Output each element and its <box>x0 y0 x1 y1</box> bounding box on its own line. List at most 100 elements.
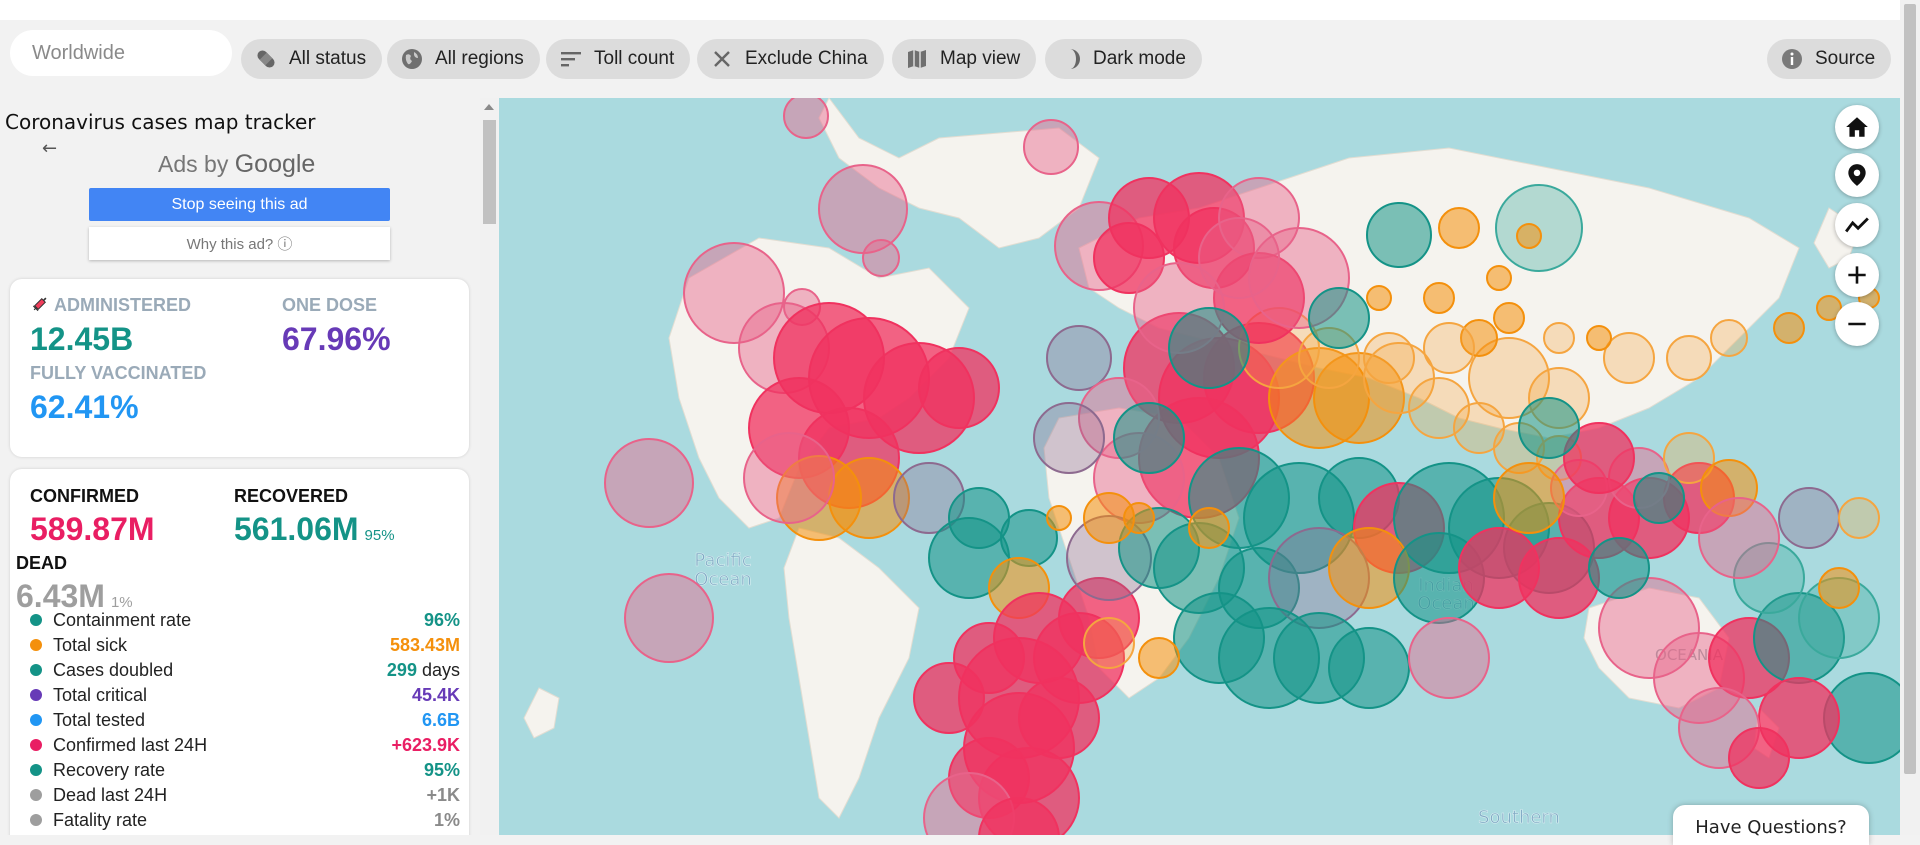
case-bubble[interactable] <box>1818 567 1860 609</box>
stat-row: Total tested 6.6B <box>30 709 460 731</box>
case-bubble[interactable] <box>1663 432 1715 484</box>
case-bubble[interactable] <box>1700 459 1758 517</box>
stat-unit: days <box>421 659 460 680</box>
stat-name: Containment rate <box>53 609 192 630</box>
case-bubble[interactable] <box>1563 422 1635 494</box>
case-bubble[interactable] <box>1083 617 1135 669</box>
case-bubble[interactable] <box>1588 537 1650 599</box>
case-bubble[interactable] <box>818 164 908 254</box>
case-bubble[interactable] <box>1308 287 1370 349</box>
back-arrow-icon[interactable]: ← <box>42 138 58 159</box>
case-bubble[interactable] <box>1168 307 1250 389</box>
case-bubble[interactable] <box>1366 285 1392 311</box>
case-bubble[interactable] <box>918 347 1000 429</box>
case-bubble[interactable] <box>1586 325 1612 351</box>
case-bubble[interactable] <box>1423 322 1475 374</box>
case-bubble[interactable] <box>1123 502 1155 534</box>
stat-name: Confirmed last 24H <box>53 734 208 755</box>
oceania-label: OCEANIA <box>1655 646 1724 664</box>
zoom-out-button[interactable] <box>1835 302 1879 346</box>
locate-button[interactable] <box>1835 153 1879 197</box>
case-bubble[interactable] <box>624 573 714 663</box>
case-bubble[interactable] <box>1046 325 1112 391</box>
case-bubble[interactable] <box>1543 322 1575 354</box>
case-bubble[interactable] <box>1493 302 1525 334</box>
confirmed-label: CONFIRMED <box>30 486 139 506</box>
stat-name: Dead last 24H <box>53 784 168 805</box>
sidebar-scrollbar[interactable] <box>480 98 498 835</box>
case-bubble[interactable] <box>1518 397 1580 459</box>
case-bubble[interactable] <box>913 662 985 734</box>
half-moon-icon <box>1057 46 1083 72</box>
map-canvas[interactable]: Pacific Ocean Indian Ocean Southern OCEA… <box>499 98 1900 835</box>
ads-by-label: Ads by <box>158 151 229 177</box>
status-filter-label: All status <box>289 48 367 69</box>
case-bubble[interactable] <box>1188 507 1230 549</box>
exclude-china-chip[interactable]: Exclude China <box>697 39 884 79</box>
stat-name: Cases doubled <box>53 659 174 680</box>
case-bubble[interactable] <box>604 438 694 528</box>
case-bubble[interactable] <box>1773 312 1805 344</box>
case-bubble[interactable] <box>1018 677 1100 759</box>
case-bubble[interactable] <box>1493 462 1565 534</box>
case-bubble[interactable] <box>1710 319 1748 357</box>
administered-label: ADMINISTERED <box>54 295 192 315</box>
case-bubble[interactable] <box>978 797 1060 835</box>
case-bubble[interactable] <box>1138 637 1180 679</box>
scrollbar-thumb[interactable] <box>483 120 496 224</box>
case-bubble[interactable] <box>783 98 829 139</box>
stat-value: 1% <box>433 809 460 830</box>
stat-value: 299 days <box>386 659 460 680</box>
case-bubble[interactable] <box>1046 505 1072 531</box>
vaccination-card: ADMINISTERED 12.45B ONE DOSE 67.96% FULL… <box>10 279 469 457</box>
case-bubble[interactable] <box>1603 332 1655 384</box>
case-bubble[interactable] <box>1328 627 1410 709</box>
map-view-chip[interactable]: Map view <box>892 39 1037 79</box>
case-bubble[interactable] <box>1486 265 1512 291</box>
case-bubble[interactable] <box>1633 472 1685 524</box>
search-input[interactable] <box>10 30 232 76</box>
zoom-in-button[interactable] <box>1835 253 1879 297</box>
stop-seeing-ad-button[interactable]: Stop seeing this ad <box>89 188 390 221</box>
dark-mode-chip[interactable]: Dark mode <box>1045 39 1202 79</box>
sidebar: Coronavirus cases map tracker ← Ads by G… <box>0 98 480 835</box>
case-bubble[interactable] <box>1363 332 1415 384</box>
case-bubble[interactable] <box>1518 537 1600 619</box>
case-bubble[interactable] <box>1728 727 1790 789</box>
case-bubble[interactable] <box>1113 402 1185 474</box>
trend-button[interactable] <box>1835 203 1879 247</box>
case-bubble[interactable] <box>1438 207 1480 249</box>
source-chip[interactable]: Source <box>1767 39 1892 79</box>
why-this-ad-button[interactable]: Why this ad? ⓘ <box>89 227 390 260</box>
scroll-up-arrow-icon[interactable] <box>484 104 494 110</box>
case-bubble[interactable] <box>1778 487 1840 549</box>
case-bubble[interactable] <box>1366 202 1432 268</box>
have-questions-button[interactable]: Have Questions? <box>1673 805 1869 845</box>
legend-dot-icon <box>30 814 42 826</box>
regions-filter-chip[interactable]: All regions <box>387 39 540 79</box>
case-bubble[interactable] <box>1033 402 1105 474</box>
page-scrollbar-thumb[interactable] <box>1904 4 1916 774</box>
case-bubble[interactable] <box>683 242 785 344</box>
globe-icon <box>399 46 425 72</box>
case-bubble[interactable] <box>1408 617 1490 699</box>
case-bubble[interactable] <box>1838 497 1880 539</box>
case-bubble[interactable] <box>862 239 900 277</box>
home-button[interactable] <box>1835 105 1879 149</box>
case-bubble[interactable] <box>948 487 1010 549</box>
toll-count-chip[interactable]: Toll count <box>546 39 691 79</box>
fully-vaccinated-label: FULLY VACCINATED <box>30 363 207 383</box>
case-bubble[interactable] <box>1698 497 1780 579</box>
case-bubble[interactable] <box>743 432 835 524</box>
case-bubble[interactable] <box>1423 282 1455 314</box>
case-bubble[interactable] <box>1198 217 1280 299</box>
pacific-ocean-label: Pacific <box>694 550 751 571</box>
page-scrollbar[interactable] <box>1900 0 1920 835</box>
case-bubble[interactable] <box>1516 223 1542 249</box>
case-bubble[interactable] <box>1023 119 1079 175</box>
case-bubble[interactable] <box>1598 577 1700 679</box>
status-filter-chip[interactable]: All status <box>241 39 383 79</box>
case-bubble[interactable] <box>1666 335 1712 381</box>
world-map[interactable]: Pacific Ocean Indian Ocean Southern OCEA… <box>499 98 1900 835</box>
case-bubble[interactable] <box>1460 319 1498 357</box>
